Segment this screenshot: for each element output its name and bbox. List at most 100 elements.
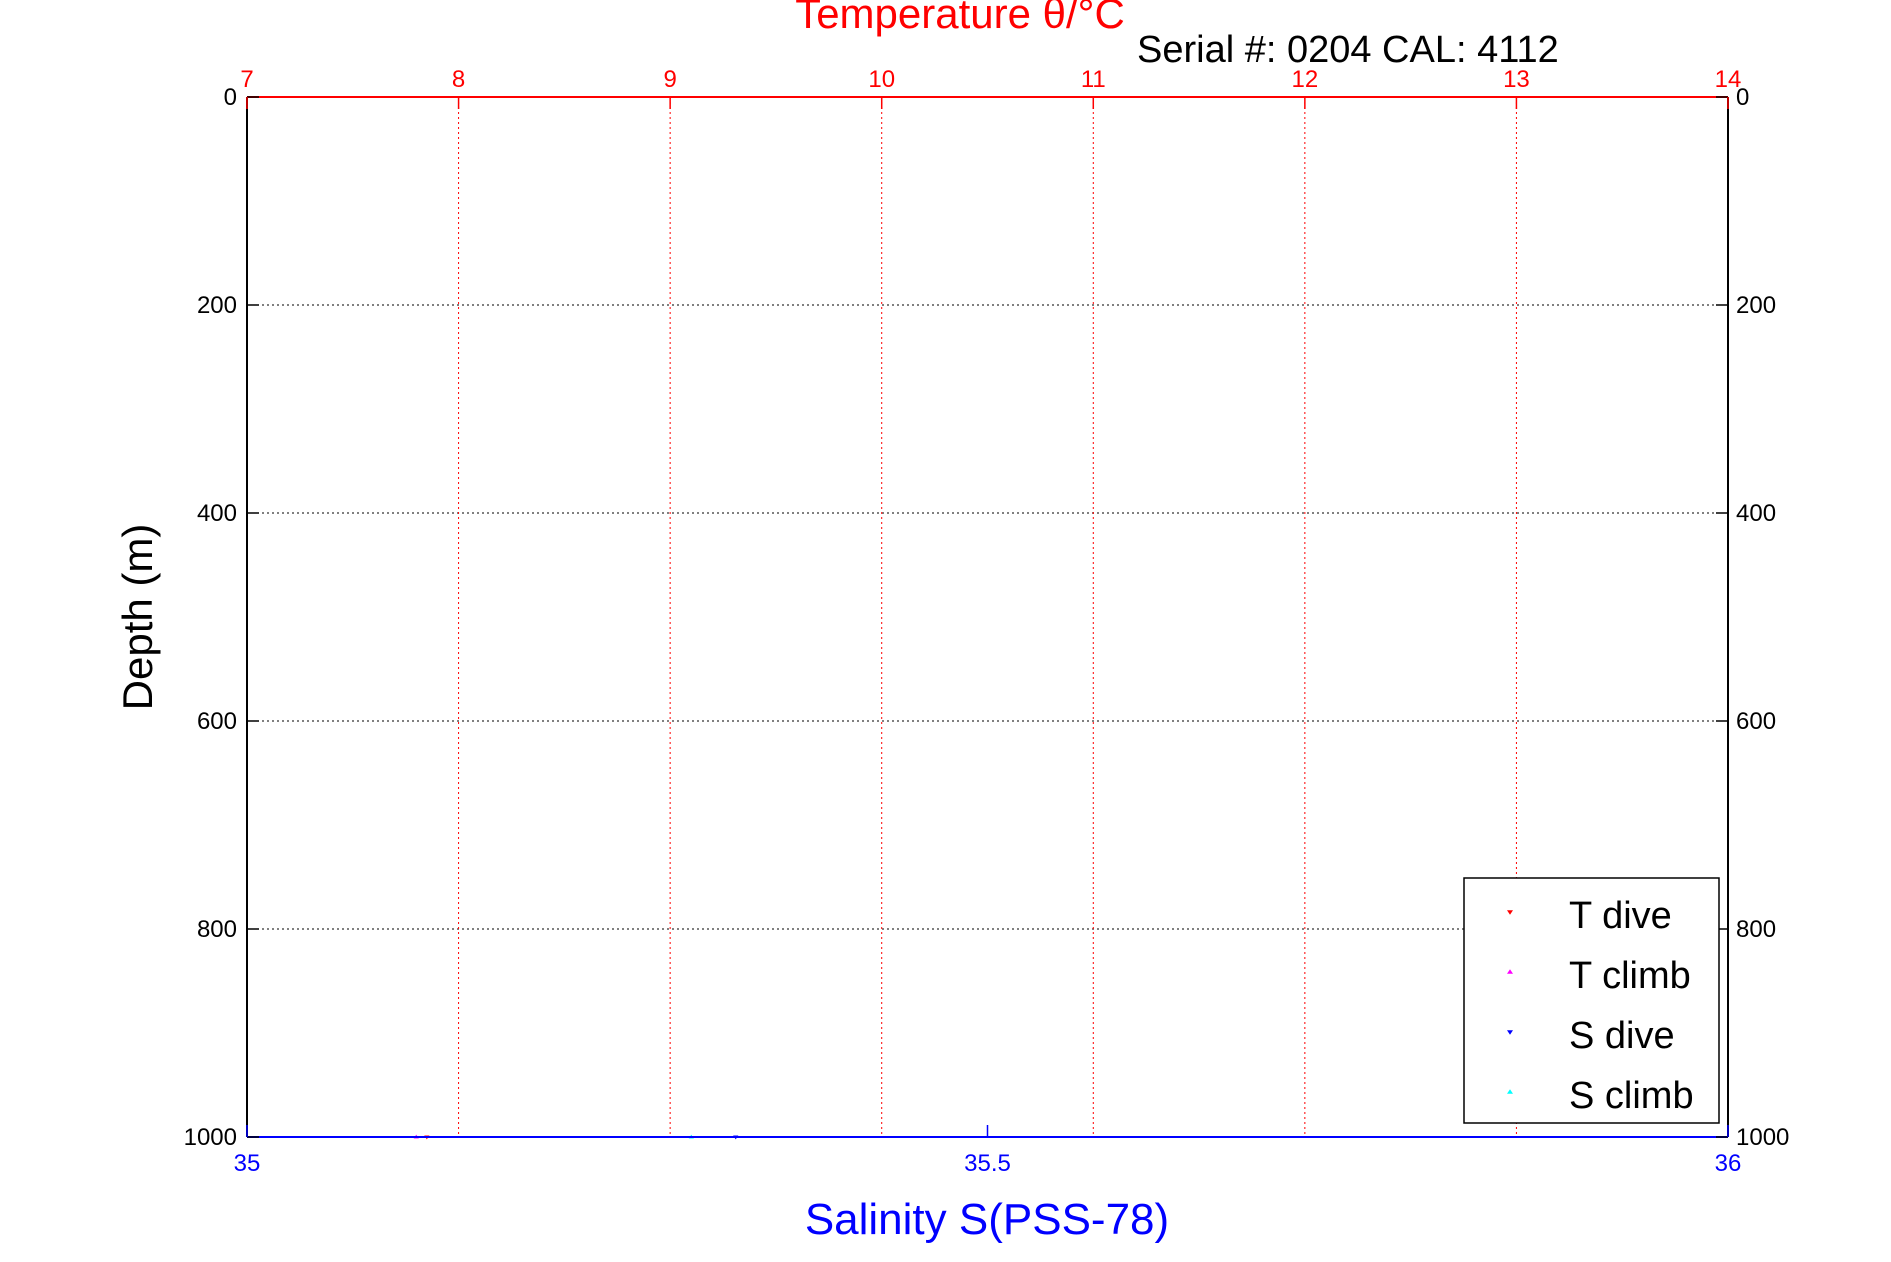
data-point — [846, 0, 849, 740]
data-point — [949, 0, 952, 590]
data-point — [820, 0, 824, 755]
data-point — [466, 0, 470, 1120]
data-point — [910, 0, 914, 657]
data-point — [556, 0, 560, 811]
data-point — [904, 0, 908, 619]
data-point — [736, 0, 740, 706]
data-point — [672, 0, 675, 724]
data-point — [1013, 0, 1016, 639]
data-point — [618, 0, 621, 764]
data-point — [664, 0, 667, 900]
data-point — [880, 0, 883, 645]
data-point — [686, 0, 690, 919]
data-point — [1010, 0, 1013, 644]
data-point — [853, 0, 857, 670]
data-point — [497, 0, 501, 1066]
data-point — [814, 0, 817, 758]
data-point — [818, 0, 822, 677]
data-point — [580, 0, 584, 825]
legend-marker — [1507, 1030, 1513, 1035]
data-point — [879, 0, 883, 725]
data-point — [780, 0, 784, 1010]
data-point — [921, 0, 925, 611]
data-point — [574, 0, 578, 809]
data-point — [701, 0, 704, 930]
data-point — [824, 0, 827, 753]
data-point — [895, 0, 898, 651]
data-point — [950, 0, 954, 550]
data-point — [1020, 0, 1024, 632]
data-point — [620, 0, 624, 837]
data-point — [797, 0, 801, 777]
y-tick-label: 600 — [197, 708, 237, 735]
y-tick-label: 800 — [197, 916, 237, 943]
data-point — [466, 0, 470, 1097]
data-point — [598, 0, 602, 748]
data-point — [706, 0, 709, 944]
data-point — [936, 0, 940, 568]
data-point — [915, 0, 918, 534]
data-point — [771, 0, 775, 694]
data-point — [754, 0, 758, 701]
data-point — [793, 0, 796, 686]
data-point — [768, 0, 772, 779]
data-point — [549, 0, 553, 1019]
x-top-tick-label: 13 — [1503, 66, 1530, 93]
data-point — [939, 0, 943, 603]
data-point — [801, 0, 805, 680]
data-point — [568, 0, 572, 1016]
x-top-tick-label: 11 — [1081, 66, 1106, 93]
x-top-tick-label: 8 — [452, 66, 465, 93]
data-point — [721, 0, 725, 1023]
data-point — [946, 0, 950, 549]
data-point — [956, 0, 960, 686]
data-point — [933, 0, 937, 695]
data-point — [852, 0, 855, 890]
data-point — [731, 0, 734, 709]
data-point — [453, 0, 457, 1123]
data-point — [1006, 0, 1009, 649]
data-point — [697, 0, 700, 833]
data-point — [901, 0, 905, 621]
x-top-tick-label: 14 — [1715, 66, 1742, 93]
data-point — [767, 0, 771, 696]
data-point — [667, 0, 671, 848]
data-point — [656, 0, 660, 889]
data-point — [801, 0, 804, 770]
data-point — [680, 0, 684, 985]
data-point — [604, 0, 608, 1006]
data-point — [851, 0, 854, 738]
data-point — [950, 0, 954, 556]
data-point — [661, 0, 665, 893]
data-point — [1010, 0, 1014, 641]
chart-subtitle: Serial #: 0204 CAL: 4112 — [1137, 29, 1559, 71]
data-point — [706, 0, 710, 716]
series-t-dive — [424, 0, 1529, 1140]
data-point — [865, 0, 868, 637]
data-point — [885, 0, 888, 646]
data-point — [935, 0, 939, 604]
data-point — [902, 0, 906, 710]
data-point — [865, 0, 869, 732]
data-point — [911, 0, 915, 532]
data-point — [703, 0, 706, 937]
data-point — [806, 0, 810, 865]
data-point — [948, 0, 952, 558]
data-point — [638, 0, 641, 734]
data-point — [929, 0, 932, 607]
data-point — [752, 0, 755, 803]
data-point — [806, 0, 810, 761]
data-point — [896, 0, 900, 624]
data-point — [1015, 0, 1019, 139]
y-tick-label: 200 — [197, 292, 237, 319]
data-point — [821, 0, 824, 875]
y-axis-label: Depth (m) — [114, 524, 161, 711]
data-point — [935, 0, 939, 582]
data-point — [663, 0, 666, 726]
data-point — [673, 0, 676, 858]
data-point — [721, 0, 724, 712]
data-point — [935, 0, 939, 544]
data-point — [871, 0, 875, 730]
data-point — [789, 0, 793, 785]
data-point — [1014, 0, 1018, 939]
